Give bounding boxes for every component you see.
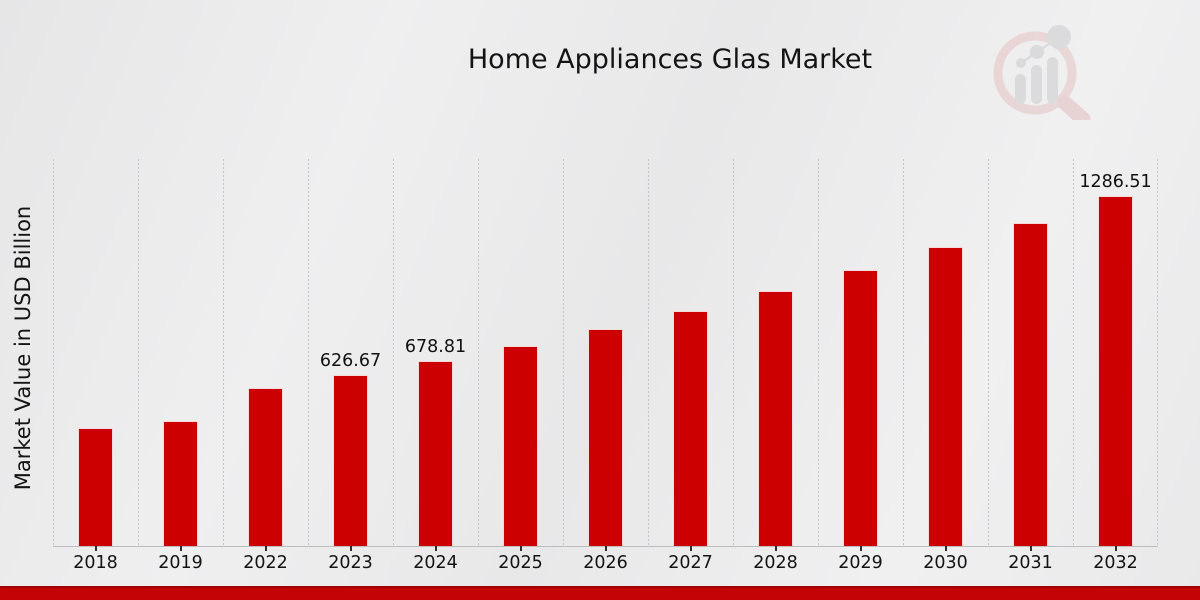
x-tick-label-2026: 2026 <box>583 553 628 573</box>
x-tick-label-2025: 2025 <box>498 553 543 573</box>
vertical-gridline <box>478 159 479 546</box>
x-tick-mark <box>944 546 947 551</box>
x-tick-label-2030: 2030 <box>923 553 968 573</box>
x-tick-mark <box>179 546 182 551</box>
vertical-gridline <box>138 159 139 546</box>
x-tick-label-2032: 2032 <box>1093 553 1138 573</box>
bar-2032 <box>1098 196 1133 546</box>
vertical-gridline <box>648 159 649 546</box>
x-tick-label-2022: 2022 <box>243 553 288 573</box>
bar-2018 <box>78 428 113 546</box>
vertical-gridline <box>733 159 734 546</box>
x-tick-mark <box>1029 546 1032 551</box>
x-tick-label-2019: 2019 <box>158 553 203 573</box>
x-tick-mark <box>604 546 607 551</box>
x-tick-label-2029: 2029 <box>838 553 883 573</box>
x-tick-mark <box>1114 546 1117 551</box>
plot-area: 2018 2019 2022 626.67 2023 678.81 2024 2025 2026… <box>53 159 1158 573</box>
bar-value-label-2032: 1286.51 <box>1079 172 1152 192</box>
vertical-gridline <box>903 159 904 546</box>
vertical-gridline <box>1073 159 1074 546</box>
bar-value-label-2024: 678.81 <box>404 337 467 357</box>
x-tick-label-2028: 2028 <box>753 553 798 573</box>
bar-2022 <box>248 388 283 546</box>
x-tick-label-2018: 2018 <box>73 553 118 573</box>
x-tick-label-2027: 2027 <box>668 553 713 573</box>
x-tick-mark <box>519 546 522 551</box>
vertical-gridline <box>988 159 989 546</box>
x-tick-mark <box>94 546 97 551</box>
vertical-gridline <box>223 159 224 546</box>
x-tick-mark <box>349 546 352 551</box>
x-tick-mark <box>859 546 862 551</box>
bar-2030 <box>928 247 963 546</box>
vertical-gridline <box>818 159 819 546</box>
y-axis-label: Market Value in USD Billion <box>11 205 35 491</box>
bar-2026 <box>588 329 623 546</box>
x-tick-mark <box>434 546 437 551</box>
bar-2025 <box>503 346 538 546</box>
bar-2027 <box>673 311 708 546</box>
bar-2031 <box>1013 223 1048 546</box>
bar-2024 <box>418 361 453 546</box>
bar-2029 <box>843 270 878 546</box>
bar-2019 <box>163 421 198 546</box>
vertical-gridline <box>308 159 309 546</box>
x-tick-mark <box>689 546 692 551</box>
bar-2023 <box>333 375 368 546</box>
magnifier-bar-chart-logo-watermark <box>985 20 1095 127</box>
x-tick-label-2031: 2031 <box>1008 553 1053 573</box>
x-tick-label-2023: 2023 <box>328 553 373 573</box>
vertical-gridline <box>393 159 394 546</box>
x-tick-mark <box>264 546 267 551</box>
x-tick-label-2024: 2024 <box>413 553 458 573</box>
vertical-gridline <box>563 159 564 546</box>
bar-2028 <box>758 291 793 546</box>
x-tick-mark <box>774 546 777 551</box>
bottom-accent-bar <box>0 586 1200 600</box>
y-axis-line <box>53 159 54 546</box>
vertical-gridline <box>1157 159 1158 546</box>
bar-value-label-2023: 626.67 <box>319 351 382 371</box>
chart-title: Home Appliances Glas Market <box>467 44 873 75</box>
